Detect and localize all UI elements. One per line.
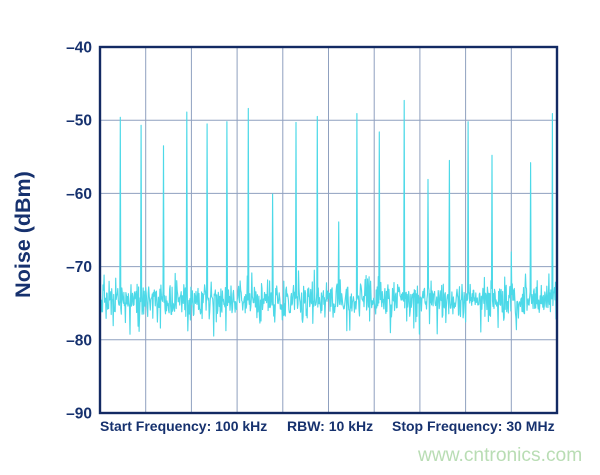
svg-text:–70: –70 bbox=[66, 259, 92, 276]
svg-text:Start Frequency: 100 kHz: Start Frequency: 100 kHz bbox=[100, 418, 267, 434]
svg-text:www.cntronics.com: www.cntronics.com bbox=[417, 445, 582, 466]
svg-text:Noise (dBm): Noise (dBm) bbox=[11, 171, 35, 298]
svg-text:–60: –60 bbox=[66, 186, 92, 203]
svg-text:–40: –40 bbox=[66, 40, 92, 57]
svg-text:–50: –50 bbox=[66, 113, 92, 130]
svg-text:Stop Frequency: 30 MHz: Stop Frequency: 30 MHz bbox=[392, 418, 555, 434]
svg-text:RBW: 10 kHz: RBW: 10 kHz bbox=[287, 418, 373, 434]
svg-text:–90: –90 bbox=[66, 406, 92, 423]
svg-text:–80: –80 bbox=[66, 332, 92, 349]
